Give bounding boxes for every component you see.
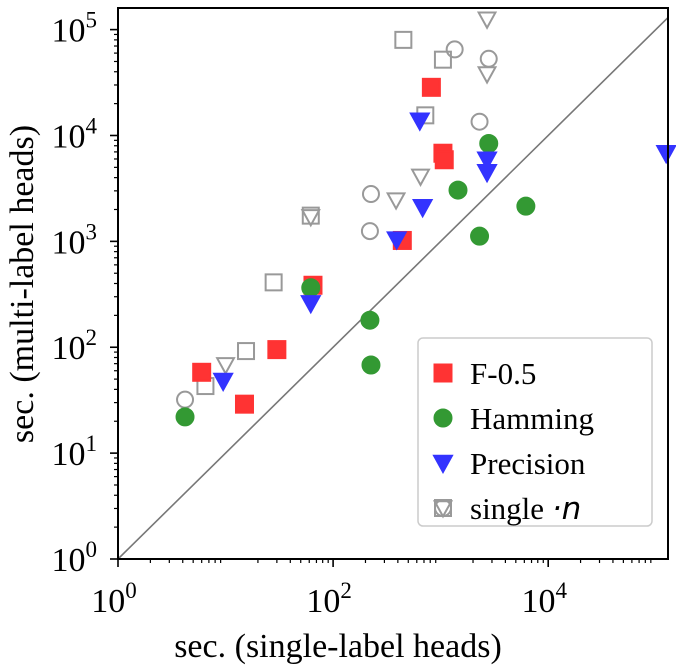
x-tick-label: 102 bbox=[306, 578, 352, 620]
data-point bbox=[394, 30, 413, 49]
data-point bbox=[655, 144, 676, 165]
data-point bbox=[301, 278, 321, 298]
data-point bbox=[360, 222, 379, 241]
legend-label: Hamming bbox=[470, 401, 594, 436]
legend-item: single ·n bbox=[432, 491, 581, 527]
data-point bbox=[470, 226, 490, 246]
data-point bbox=[237, 342, 256, 361]
data-point bbox=[300, 209, 321, 228]
diagonal-layer bbox=[117, 16, 669, 560]
legend-label: F-0.5 bbox=[470, 356, 536, 391]
data-point bbox=[360, 310, 380, 330]
data-point bbox=[264, 273, 283, 292]
data-point bbox=[470, 112, 489, 131]
data-point bbox=[448, 180, 468, 200]
y-tick-label: 105 bbox=[52, 8, 98, 50]
y-tick-label: 103 bbox=[52, 219, 98, 261]
data-point bbox=[215, 357, 236, 376]
data-point bbox=[516, 196, 536, 216]
axes: 100 102 104 100 101 102 103 104 105 bbox=[52, 7, 669, 620]
data-point bbox=[234, 394, 254, 414]
y-tick-label: 104 bbox=[52, 113, 98, 155]
data-point bbox=[476, 151, 498, 171]
legend-item: F-0.5 bbox=[433, 356, 536, 391]
data-point bbox=[409, 112, 431, 132]
data-point bbox=[386, 231, 408, 251]
legend-marker bbox=[433, 408, 453, 428]
data-point bbox=[267, 340, 287, 360]
data-point bbox=[476, 163, 498, 184]
data-point bbox=[361, 185, 380, 204]
legend-marker bbox=[432, 500, 454, 519]
legend-item: Precision bbox=[432, 446, 586, 481]
data-point bbox=[300, 295, 322, 315]
series-precision bbox=[212, 112, 676, 392]
data-point bbox=[192, 362, 212, 382]
legend: F-0.5 Hamming Precision single ·n bbox=[417, 337, 653, 527]
data-point bbox=[361, 355, 381, 375]
data-points bbox=[175, 11, 676, 427]
series-hamming bbox=[175, 134, 536, 427]
data-point bbox=[412, 199, 434, 219]
data-point bbox=[410, 168, 431, 187]
y-tick-label: 100 bbox=[52, 537, 98, 579]
data-point bbox=[212, 372, 234, 392]
legend-box bbox=[417, 337, 653, 527]
data-point bbox=[434, 150, 454, 170]
data-point bbox=[476, 11, 498, 30]
data-point bbox=[479, 134, 499, 154]
y-axis-label-container: sec. (multi-label heads) bbox=[0, 8, 46, 560]
legend-marker bbox=[433, 363, 453, 383]
data-point bbox=[445, 40, 464, 59]
data-point bbox=[421, 77, 441, 97]
x-tick-label: 100 bbox=[91, 578, 137, 620]
data-point bbox=[433, 50, 452, 69]
y-tick-label: 101 bbox=[52, 431, 98, 473]
legend-label: Precision bbox=[470, 446, 586, 481]
data-point bbox=[476, 66, 498, 85]
data-point bbox=[175, 407, 195, 427]
y-tick-label: 102 bbox=[52, 325, 98, 367]
legend-marker bbox=[432, 454, 454, 474]
x-axis-label: sec. (single-label heads) bbox=[174, 628, 502, 665]
diagonal-line bbox=[117, 16, 669, 560]
y-axis-label: sec. (multi-label heads) bbox=[4, 124, 41, 444]
legend-item: Hamming bbox=[433, 401, 594, 436]
data-point bbox=[385, 192, 407, 211]
x-tick-label: 104 bbox=[521, 578, 567, 620]
legend-label: single ·n bbox=[470, 491, 581, 527]
